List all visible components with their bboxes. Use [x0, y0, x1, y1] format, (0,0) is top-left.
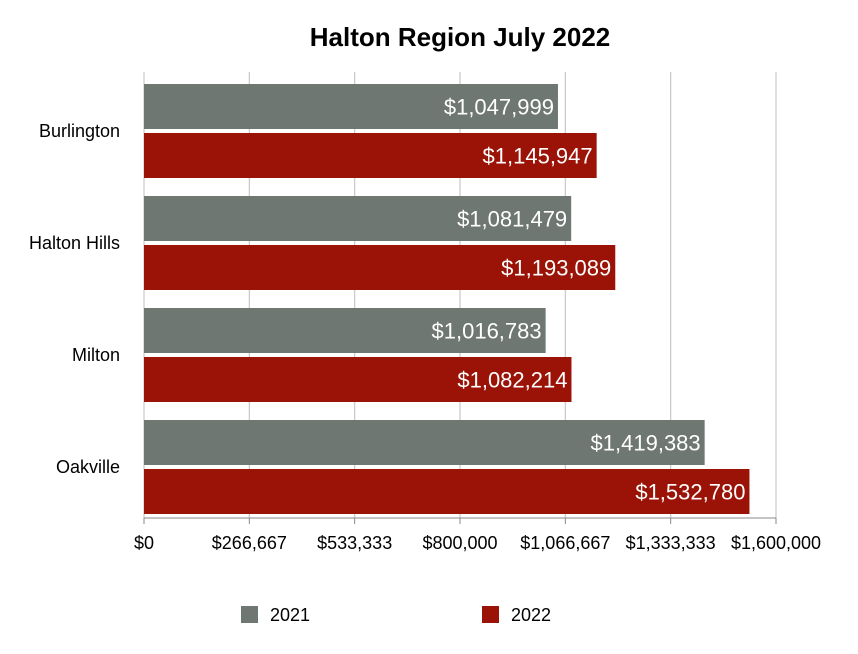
data-label: $1,016,783: [432, 319, 542, 344]
x-tick-label: $1,600,000: [731, 533, 821, 553]
category-labels: Burlington Halton Hills Milton Oakville: [29, 121, 120, 477]
data-label: $1,193,089: [501, 256, 611, 281]
bar-2021-milton: [144, 308, 546, 353]
category-label: Milton: [72, 345, 120, 365]
data-label: $1,081,479: [457, 207, 567, 232]
x-tick-label: $533,333: [317, 533, 392, 553]
category-label: Oakville: [56, 457, 120, 477]
legend-label: 2021: [270, 605, 310, 625]
data-label: $1,145,947: [483, 144, 593, 169]
data-label: $1,047,999: [444, 95, 554, 120]
category-label: Halton Hills: [29, 233, 120, 253]
data-label: $1,532,780: [635, 480, 745, 505]
x-tick-label: $266,667: [212, 533, 287, 553]
category-label: Burlington: [39, 121, 120, 141]
legend-swatch: [482, 606, 499, 623]
x-axis-tick-labels: $0 $266,667 $533,333 $800,000 $1,066,667 $1,3…: [134, 533, 821, 553]
bar-2022-milton: [144, 357, 572, 402]
legend: 2021 2022: [241, 605, 551, 625]
x-tick-label: $1,066,667: [520, 533, 610, 553]
legend-label: 2022: [511, 605, 551, 625]
bar-2021-halton-hills: [144, 196, 572, 241]
bar-2022-halton-hills: [144, 245, 616, 290]
data-label: $1,082,214: [457, 368, 567, 393]
legend-swatch: [241, 606, 258, 623]
chart-title: Halton Region July 2022: [310, 22, 611, 52]
x-tick-label: $1,333,333: [626, 533, 716, 553]
x-tick-label: $0: [134, 533, 154, 553]
bar-2022-oakville: [144, 469, 750, 514]
bar-2021-oakville: [144, 420, 705, 465]
x-tick-label: $800,000: [422, 533, 497, 553]
bar-2022-burlington: [144, 133, 597, 178]
bars: $1,047,999 $1,145,947 $1,081,479 $1,193,089…: [144, 84, 750, 514]
data-label: $1,419,383: [591, 431, 701, 456]
bar-2021-burlington: [144, 84, 558, 129]
